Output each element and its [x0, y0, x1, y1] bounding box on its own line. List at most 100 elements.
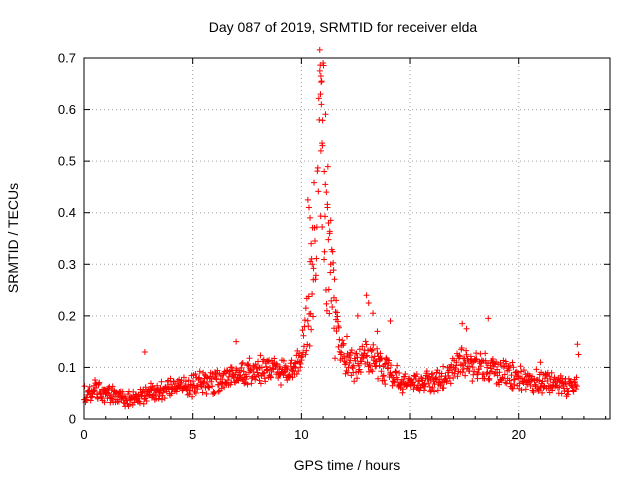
- data-point: [354, 312, 361, 319]
- data-point: [189, 393, 196, 400]
- data-point: [304, 196, 311, 203]
- data-point: [109, 383, 116, 390]
- data-point: [206, 384, 213, 391]
- data-point: [288, 357, 295, 364]
- grid-layer: [84, 58, 610, 419]
- data-points: [81, 46, 582, 410]
- data-point: [378, 368, 385, 375]
- data-point: [316, 116, 323, 123]
- data-point: [475, 366, 482, 373]
- data-point: [486, 375, 493, 382]
- x-tick-label: 5: [189, 427, 196, 442]
- data-point: [313, 255, 320, 262]
- data-point: [485, 315, 492, 322]
- data-point: [322, 181, 329, 188]
- data-point: [319, 224, 326, 231]
- y-tick-label: 0.3: [58, 257, 76, 272]
- y-tick-label: 0.5: [58, 154, 76, 169]
- data-point: [320, 62, 327, 69]
- data-point: [126, 401, 133, 408]
- data-point: [514, 369, 521, 376]
- data-point: [315, 95, 322, 102]
- data-point: [335, 323, 342, 330]
- data-point: [265, 358, 272, 365]
- data-point: [344, 369, 351, 376]
- data-point: [325, 236, 332, 243]
- data-point: [330, 267, 337, 274]
- data-point: [490, 363, 497, 370]
- data-point: [305, 323, 312, 330]
- data-point: [316, 67, 323, 74]
- data-point: [327, 261, 334, 268]
- data-point: [402, 371, 409, 378]
- data-point: [215, 388, 222, 395]
- data-point: [502, 379, 509, 386]
- data-point: [246, 355, 253, 362]
- data-point: [420, 387, 427, 394]
- data-point: [322, 111, 329, 118]
- data-point: [323, 189, 330, 196]
- data-point: [192, 371, 199, 378]
- data-point: [382, 381, 389, 388]
- data-point: [310, 265, 317, 272]
- data-point: [339, 337, 346, 344]
- data-point: [334, 313, 341, 320]
- data-point: [363, 353, 370, 360]
- data-point: [233, 338, 240, 345]
- data-point: [326, 230, 333, 237]
- data-point: [304, 317, 311, 324]
- data-point: [556, 384, 563, 391]
- data-point: [101, 399, 108, 406]
- data-point: [94, 395, 101, 402]
- data-point: [299, 353, 306, 360]
- data-point: [506, 367, 513, 374]
- data-point: [335, 343, 342, 350]
- data-point: [363, 292, 370, 299]
- data-point: [386, 357, 393, 364]
- data-point: [509, 385, 516, 392]
- data-point: [158, 378, 165, 385]
- data-point: [310, 313, 317, 320]
- data-point: [250, 369, 257, 376]
- data-point: [364, 352, 371, 359]
- data-point: [155, 395, 162, 402]
- data-point: [534, 376, 541, 383]
- data-point: [356, 366, 363, 373]
- data-point: [440, 384, 447, 391]
- data-point: [409, 379, 416, 386]
- data-point: [321, 248, 328, 255]
- data-point: [257, 380, 264, 387]
- data-point: [496, 381, 503, 388]
- y-tick-label: 0: [69, 412, 76, 427]
- data-point: [507, 362, 514, 369]
- data-point: [196, 368, 203, 375]
- data-point: [382, 360, 389, 367]
- data-point: [332, 308, 339, 315]
- data-point: [557, 372, 564, 379]
- data-point: [323, 300, 330, 307]
- data-point: [213, 376, 220, 383]
- data-point: [522, 386, 529, 393]
- data-point: [192, 390, 199, 397]
- data-point: [509, 359, 516, 366]
- y-tick-label: 0.7: [58, 51, 76, 66]
- data-point: [180, 374, 187, 381]
- data-point: [308, 240, 315, 247]
- data-point: [348, 347, 355, 354]
- data-point: [203, 390, 210, 397]
- data-point: [381, 377, 388, 384]
- data-point: [314, 164, 321, 171]
- data-point: [225, 373, 232, 380]
- data-point: [413, 371, 420, 378]
- data-point: [271, 355, 278, 362]
- data-point: [366, 362, 373, 369]
- data-point: [453, 359, 460, 366]
- data-point: [473, 356, 480, 363]
- data-point: [316, 46, 323, 53]
- data-point: [473, 350, 480, 357]
- data-point: [370, 341, 377, 348]
- y-tick-label: 0.2: [58, 308, 76, 323]
- data-point: [363, 341, 370, 348]
- data-point: [511, 376, 518, 383]
- data-point: [190, 378, 197, 385]
